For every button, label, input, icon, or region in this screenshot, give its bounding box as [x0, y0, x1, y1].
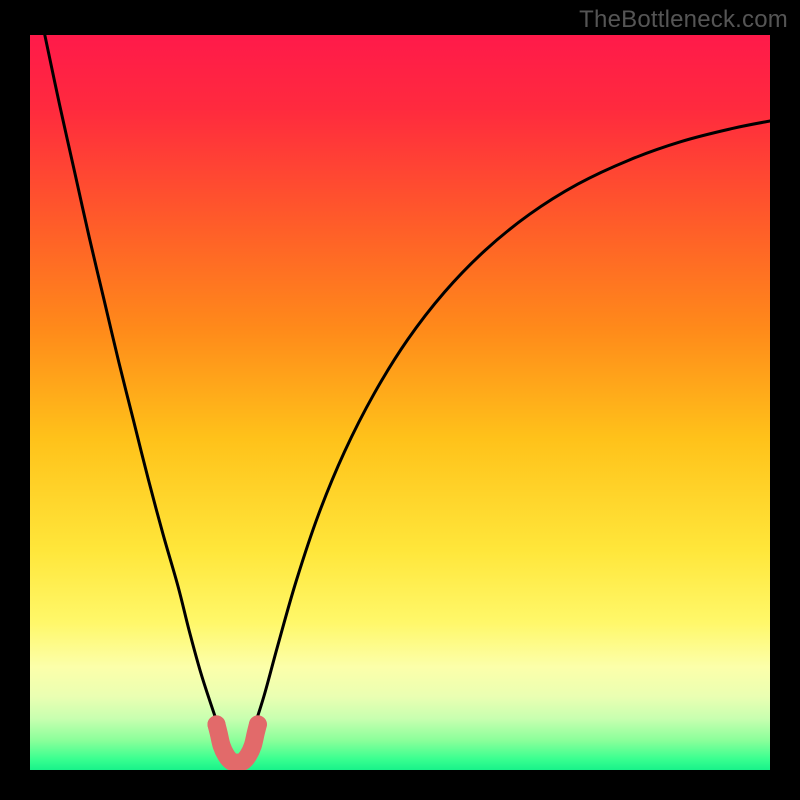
- bottom-marker-dot-left: [207, 715, 225, 733]
- gradient-background: [30, 35, 770, 770]
- plot-svg: [30, 35, 770, 770]
- bottom-marker-dot-right: [249, 715, 267, 733]
- chart-root: TheBottleneck.com: [0, 0, 800, 800]
- watermark-text: TheBottleneck.com: [579, 6, 788, 34]
- plot-area: [30, 35, 770, 770]
